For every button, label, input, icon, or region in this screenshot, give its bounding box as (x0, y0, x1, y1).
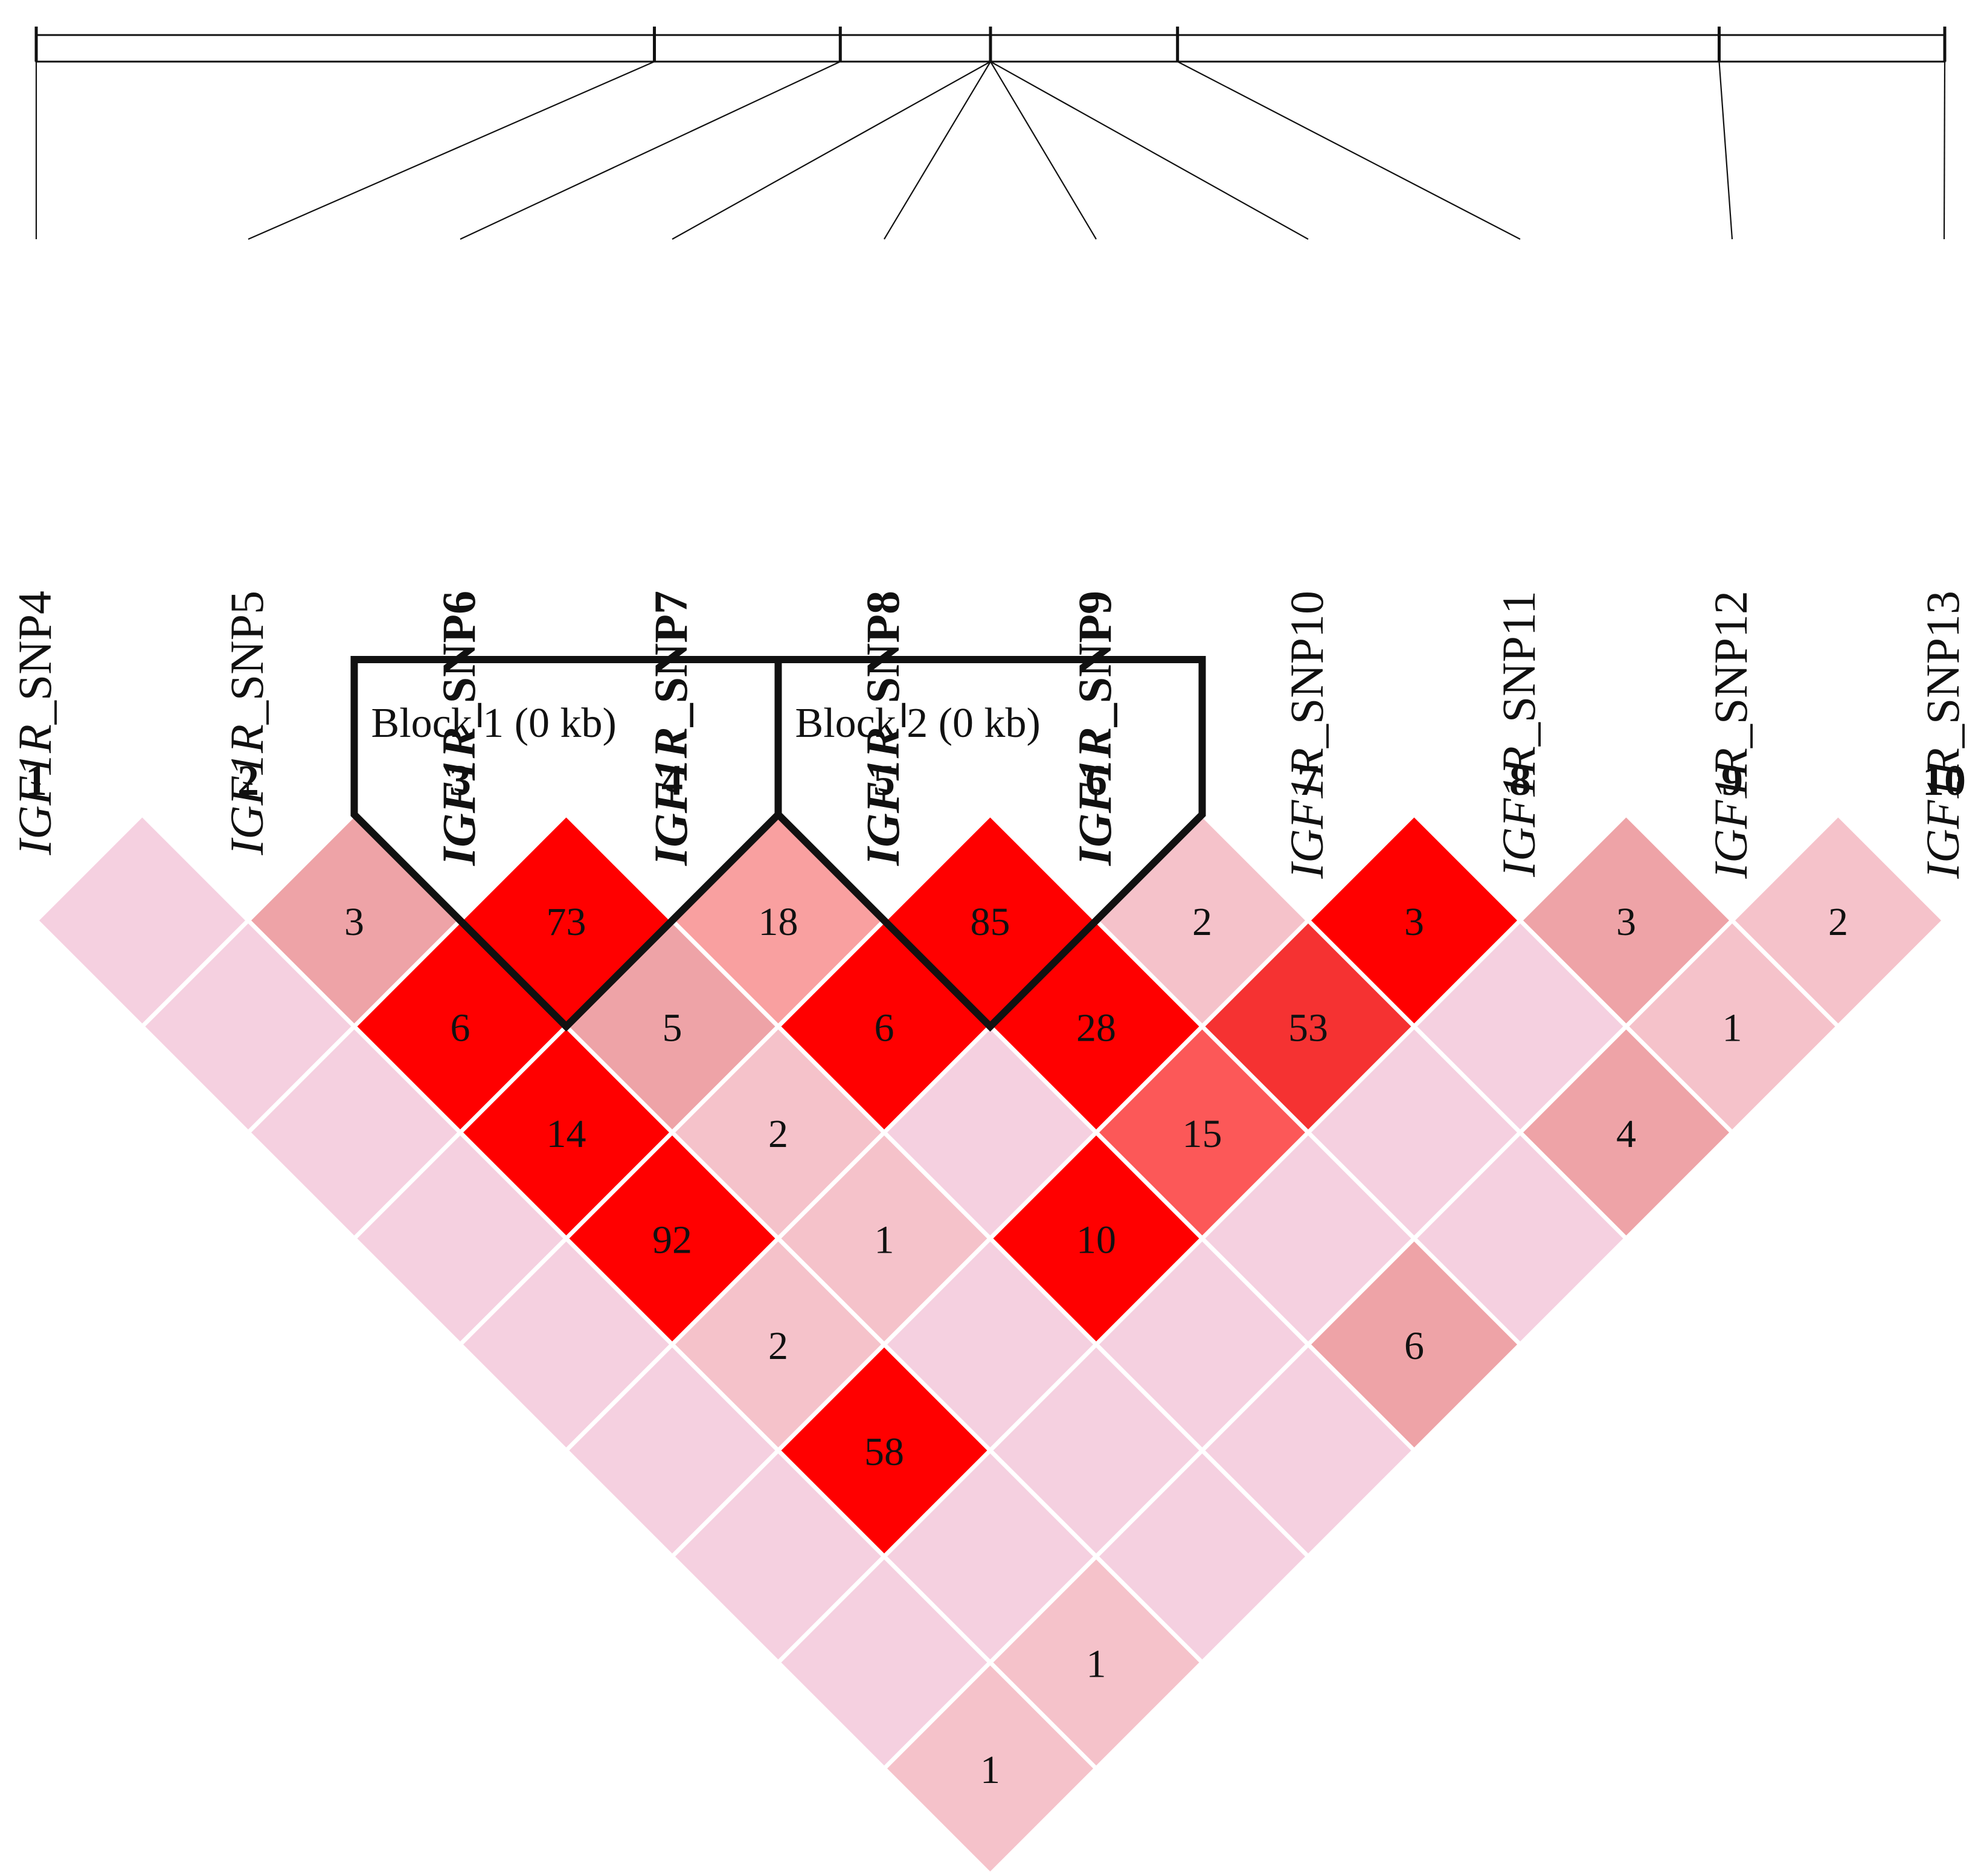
snp-gene-name: IGF1R (220, 724, 273, 856)
haplotype-block-outline (774, 656, 1206, 1032)
snp-label: IGF1R_SNP9 (1068, 591, 1121, 866)
ld-cell-value: 1 (1087, 1642, 1106, 1686)
ld-cell (881, 1659, 1099, 1876)
snp-gene-name: IGF1R (1704, 748, 1757, 879)
snp-suffix: _SNP13 (1916, 591, 1969, 748)
ld-cell-value: 2 (768, 1112, 788, 1156)
position-connector (248, 60, 655, 240)
haplotype-block-label: Block 2 (0 kb) (795, 700, 1041, 747)
marker-number: 4 (661, 756, 683, 805)
snp-gene-name: IGF1R (1280, 748, 1333, 879)
ld-cell-value: 18 (759, 900, 798, 944)
snp-label: IGF1R_SNP5 (220, 591, 273, 856)
ld-cell-value: 6 (1404, 1324, 1424, 1368)
position-connector (460, 61, 841, 240)
ld-cell-value: 1 (980, 1748, 1000, 1792)
ld-cell-value: 1 (1722, 1006, 1742, 1050)
physical-position-track (34, 27, 1947, 240)
marker-number: 7 (1297, 756, 1319, 805)
snp-suffix: _SNP12 (1704, 591, 1757, 748)
marker-number: 8 (1509, 756, 1531, 805)
ld-cell-value: 58 (864, 1430, 904, 1474)
ld-cell-value: 10 (1076, 1218, 1116, 1262)
ld-cell-value: 2 (1828, 900, 1848, 944)
marker-number: 6 (1085, 756, 1107, 805)
ld-cell-value: 28 (1076, 1006, 1116, 1050)
snp-gene-name: IGF1R (8, 724, 61, 856)
snp-gene-name: IGF1R (644, 727, 697, 866)
snp-label: IGF1R_SNP7 (644, 591, 697, 866)
ld-cell-value: 1 (875, 1218, 894, 1262)
haplotype-block-label: Block 1 (0 kb) (371, 700, 617, 747)
haplotype-block-outline (350, 656, 782, 1032)
snp-label: IGF1R_SNP4 (8, 591, 61, 856)
snp-suffix: _SNP4 (8, 591, 61, 725)
snp-label: IGF1R_SNP12 (1704, 591, 1757, 879)
snp-suffix: _SNP11 (1492, 591, 1545, 747)
position-connector (672, 61, 991, 240)
snp-gene-name: IGF1R (1916, 748, 1969, 879)
snp-gene-name: IGF1R (1068, 727, 1121, 866)
snp-label: IGF1R_SNP10 (1280, 591, 1333, 879)
marker-number: 1 (25, 756, 47, 805)
ld-cell-value: 4 (1616, 1112, 1636, 1156)
ld-cell-value: 6 (451, 1006, 470, 1050)
snp-gene-name: IGF1R (856, 727, 909, 866)
marker-number: 9 (1721, 756, 1743, 805)
snp-label: IGF1R_SNP11 (1492, 591, 1545, 878)
ld-cell-value: 3 (1616, 900, 1636, 944)
ld-cell-value: 73 (547, 900, 586, 944)
snp-gene-name: IGF1R (1492, 746, 1545, 878)
marker-numbers: 1 2 3 4 5 6 7 8 9 10 (25, 756, 1966, 805)
ld-cell-value: 6 (875, 1006, 894, 1050)
ld-cell-value: 2 (768, 1324, 788, 1368)
ld-cell-value: 92 (652, 1218, 692, 1262)
marker-number: 3 (449, 756, 471, 805)
marker-number: 2 (237, 756, 259, 805)
ld-cell-value: 15 (1183, 1112, 1222, 1156)
haplotype-blocks: Block 1 (0 kb) Block 2 (0 kb) (350, 656, 1206, 1032)
marker-number: 5 (873, 756, 895, 805)
position-connector (1943, 61, 1946, 240)
ld-cells: 3 73 18 85 2 3 3 2 6 5 6 28 53 1 14 2 15 4 92 1 10 2 6 58 1 1 (33, 811, 1947, 1876)
ld-cell-value: 85 (971, 900, 1010, 944)
ld-cell-value: 3 (344, 900, 364, 944)
position-connector (884, 61, 991, 240)
ld-cell-value: 14 (547, 1112, 586, 1156)
ld-cell-value: 2 (1192, 900, 1212, 944)
position-connector (1718, 61, 1733, 240)
ld-cell-value: 53 (1288, 1006, 1328, 1050)
snp-gene-name: IGF1R (432, 727, 485, 866)
position-connector (1177, 61, 1521, 240)
snp-suffix: _SNP10 (1280, 591, 1333, 748)
snp-suffix: _SNP5 (220, 591, 273, 725)
position-connector (990, 61, 1309, 240)
ld-cell-value: 3 (1404, 900, 1424, 944)
snp-label: IGF1R_SNP13 (1916, 591, 1969, 879)
marker-number: 10 (1922, 756, 1966, 805)
position-connector (990, 61, 1097, 240)
ld-cell-value: 5 (663, 1006, 682, 1050)
